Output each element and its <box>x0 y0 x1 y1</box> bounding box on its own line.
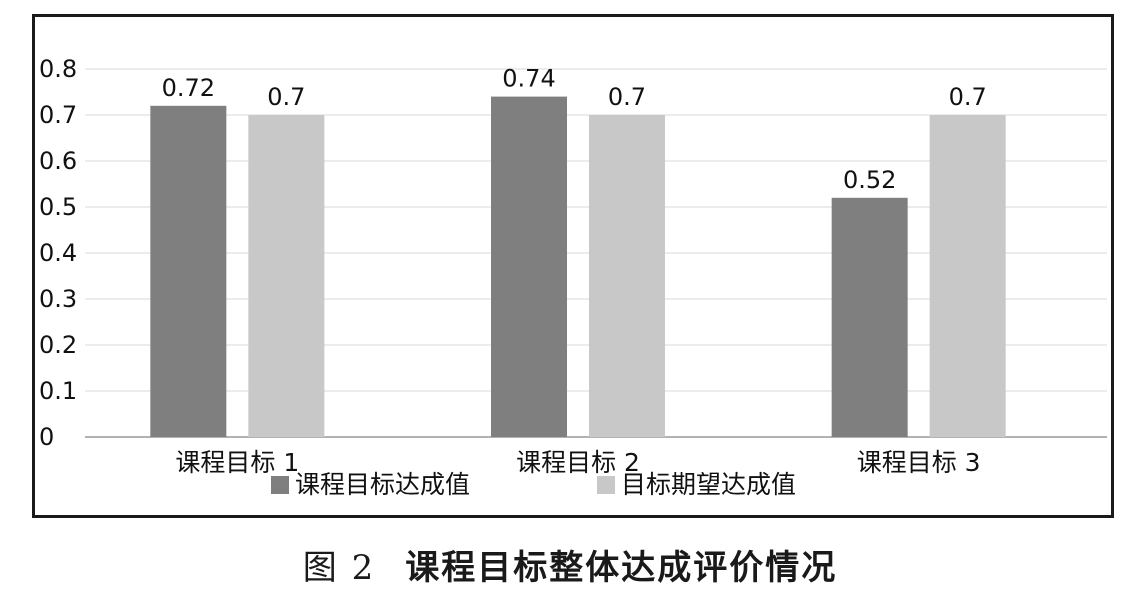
y-tick-label: 0.3 <box>39 285 77 313</box>
data-label: 0.52 <box>843 166 896 194</box>
data-label: 0.72 <box>162 74 215 102</box>
bar <box>831 197 908 437</box>
legend-swatch <box>597 476 615 494</box>
figure-caption: 图 2 课程目标整体达成评价情况 <box>0 540 1140 589</box>
chart-frame: 0 0.1 0.2 0.3 0.4 0.5 0.6 0.7 0.8 0.72 0.7 课程目标 1 0.… <box>32 14 1114 518</box>
data-label: 0.7 <box>267 83 305 111</box>
y-tick-label: 0.7 <box>39 101 77 129</box>
y-tick-label: 0.1 <box>39 377 77 405</box>
category-label: 课程目标 1 <box>175 448 299 477</box>
bar <box>491 96 567 437</box>
y-tick-label: 0.6 <box>39 147 77 175</box>
legend-label: 课程目标达成值 <box>295 470 470 499</box>
y-tick-label: 0 <box>39 423 54 451</box>
category-label: 课程目标 3 <box>857 448 981 477</box>
figure-title: 课程目标整体达成评价情况 <box>405 548 838 588</box>
y-tick-label: 0.2 <box>39 331 77 359</box>
bar <box>589 115 665 437</box>
y-tick-label: 0.4 <box>39 239 77 267</box>
bar-chart: 0 0.1 0.2 0.3 0.4 0.5 0.6 0.7 0.8 0.72 0.7 课程目标 1 0.… <box>39 55 1107 499</box>
y-tick-label: 0.8 <box>39 55 77 83</box>
category-label: 课程目标 2 <box>516 448 640 477</box>
bar <box>248 115 325 437</box>
y-tick-label: 0.5 <box>39 193 77 221</box>
data-label: 0.7 <box>949 83 987 111</box>
data-label: 0.74 <box>502 65 555 93</box>
bar <box>150 105 227 438</box>
bar <box>929 115 1006 437</box>
legend-label: 目标期望达成值 <box>621 470 796 499</box>
data-label: 0.7 <box>608 83 646 111</box>
figure-number: 图 2 <box>302 548 376 588</box>
legend-swatch <box>271 476 289 494</box>
